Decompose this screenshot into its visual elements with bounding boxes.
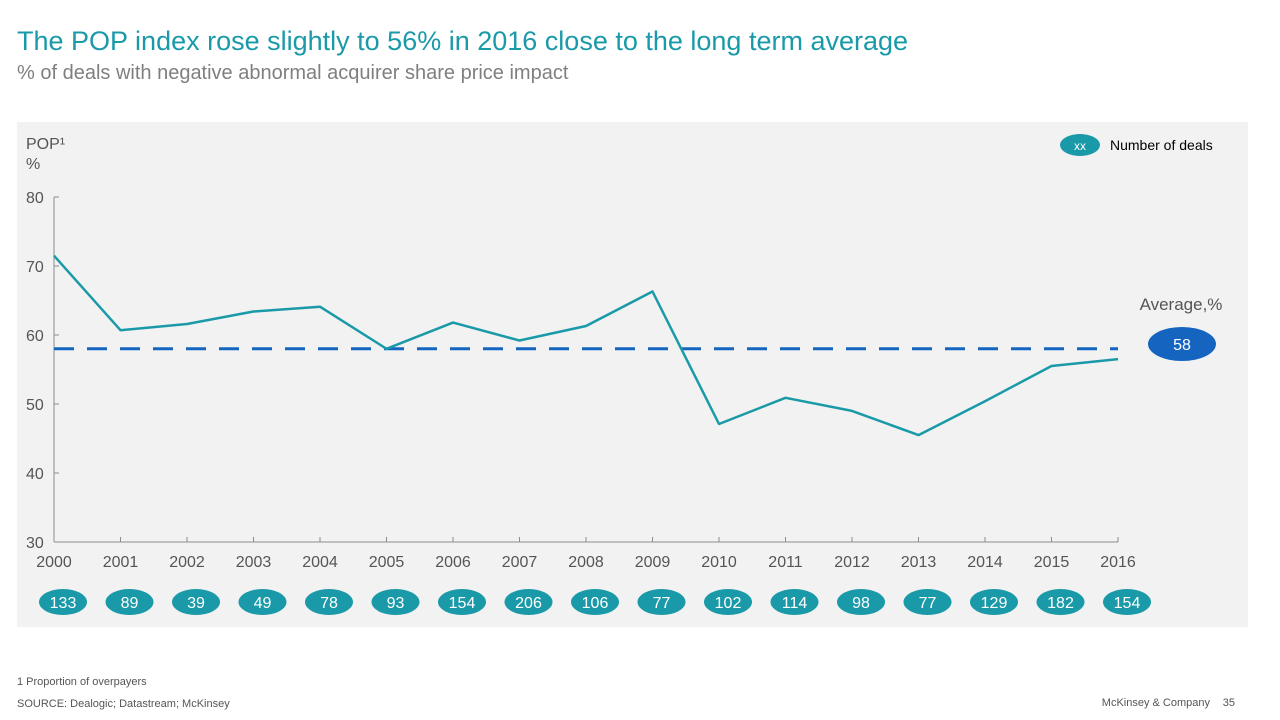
deal-count-label: 206 [515,595,542,612]
footnote: 1 Proportion of overpayers [17,676,147,688]
deal-count-label: 77 [653,595,671,612]
y-tick-label: 50 [26,397,44,414]
page-number: 35 [1222,697,1235,709]
deal-count-bubble [371,589,420,615]
deal-count-label: 93 [387,595,405,612]
deal-count-bubble [504,589,553,615]
x-tick-label: 2008 [568,554,604,571]
deal-count-label: 49 [254,595,272,612]
deal-count-bubble [438,589,486,615]
deal-count-bubble [105,589,154,615]
deal-count-bubble [704,589,752,615]
x-tick-label: 2010 [701,554,737,571]
y-tick-label: 30 [26,535,44,552]
x-tick-label: 2006 [435,554,471,571]
page-title: The POP index rose slightly to 56% in 20… [17,26,909,56]
y-tick-label: 60 [26,328,44,345]
deal-count-label: 106 [582,595,609,612]
x-tick-label: 2002 [169,554,205,571]
average-value: 58 [1173,337,1191,354]
legend-label: Number of deals [1110,137,1213,153]
deal-count-label: 77 [919,595,937,612]
deal-count-bubble [770,589,819,615]
deal-count-bubble [1036,589,1085,615]
deal-count-bubble [571,589,619,615]
x-tick-label: 2004 [302,554,338,571]
x-tick-label: 2011 [768,554,803,571]
deal-count-label: 78 [320,595,338,612]
deal-count-bubble [172,589,220,615]
deal-count-label: 182 [1047,595,1074,612]
x-tick-label: 2003 [236,554,272,571]
deal-count-label: 133 [50,595,77,612]
y-axis-unit: % [26,156,40,173]
deal-count-bubble [837,589,885,615]
average-pill [1148,327,1216,361]
deal-count-bubble [1103,589,1151,615]
deal-count-bubble [970,589,1018,615]
deal-count-label: 102 [715,595,742,612]
y-tick-label: 40 [26,466,44,483]
x-tick-label: 2012 [834,554,870,571]
deal-count-label: 89 [121,595,139,612]
x-tick-label: 2009 [635,554,671,571]
y-axis-title: POP¹ [26,136,65,153]
legend-marker [1060,134,1100,156]
legend-marker-text: xx [1074,139,1086,153]
deal-count-label: 39 [187,595,205,612]
deal-count-label: 129 [981,595,1008,612]
deal-count-label: 154 [1114,595,1141,612]
deal-count-bubble [305,589,353,615]
pop-line-chart: POP¹% 30 40 50 60 70 80 2000 2001 2002 2003 2004 200… [26,134,1223,615]
deal-count-label: 154 [449,595,476,612]
x-tick-label: 2000 [36,554,72,571]
y-tick-label: 70 [26,259,44,276]
deal-count-bubble [39,589,87,615]
chart-panel: POP¹% 30 40 50 60 70 80 2000 2001 2002 2003 2004 200… [17,122,1248,627]
x-tick-label: 2005 [369,554,405,571]
x-tick-label: 2013 [901,554,937,571]
x-tick-label: 2015 [1034,554,1070,571]
x-tick-label: 2001 [103,554,139,571]
deal-count-label: 114 [782,595,808,612]
deal-count-bubble [238,589,287,615]
source-note: SOURCE: Dealogic; Datastream; McKinsey [17,698,230,710]
x-tick-label: 2007 [502,554,538,571]
deal-count-bubble [637,589,686,615]
pop-series-line [53,254,1119,437]
page-subtitle: % of deals with negative abnormal acquir… [17,62,569,84]
x-tick-label: 2014 [967,554,1003,571]
brand-name: McKinsey & Company [1101,697,1210,709]
deal-count-bubble [903,589,952,615]
deal-count-label: 98 [852,595,870,612]
x-tick-label: 2016 [1100,554,1136,571]
average-label: Average,% [1140,295,1223,314]
y-tick-label: 80 [26,190,44,207]
